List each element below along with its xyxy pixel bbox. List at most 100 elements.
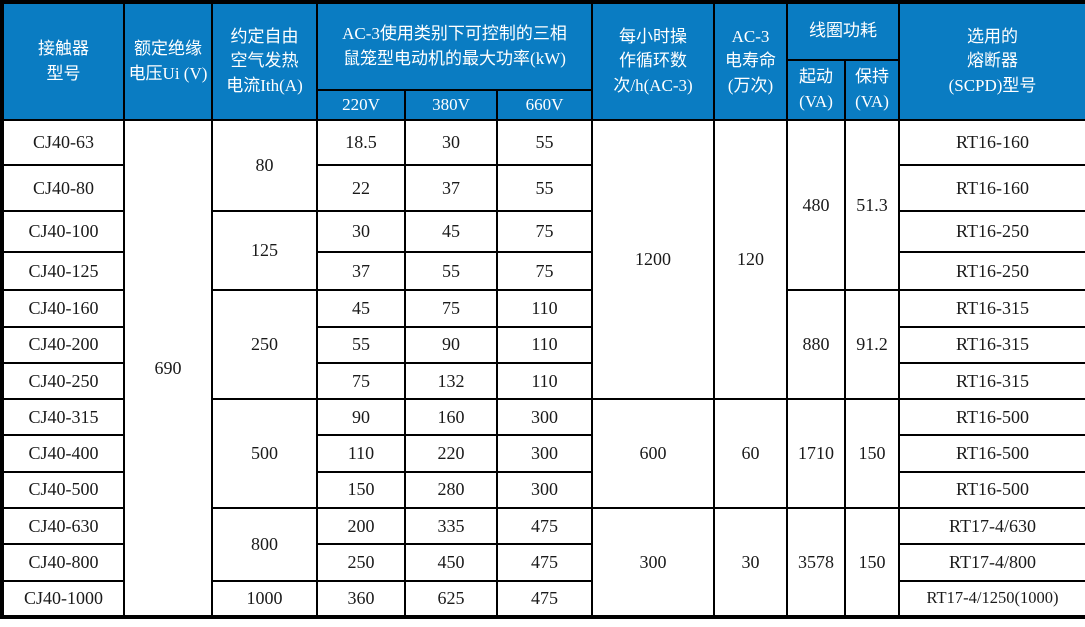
cell-p380: 45 xyxy=(404,209,498,254)
cell-model: CJ40-125 xyxy=(1,251,125,292)
cell-scpd: RT17-4/800 xyxy=(898,543,1085,582)
cell-cycles: 600 xyxy=(591,398,716,510)
cell-p660: 75 xyxy=(495,251,594,292)
cell-model: CJ40-1000 xyxy=(1,579,125,619)
header-coil-start-va: 起动 (VA) xyxy=(786,59,847,121)
cell-model: CJ40-200 xyxy=(1,325,125,364)
cell-scpd: RT16-500 xyxy=(898,470,1085,510)
header-fuse-scpd-model: 选用的 熔断器 (SCPD)型号 xyxy=(898,1,1085,121)
cell-scpd: RT16-500 xyxy=(898,398,1085,437)
cell-scpd: RT17-4/1250(1000) xyxy=(898,579,1085,619)
cell-p380: 30 xyxy=(404,118,498,167)
cell-scpd: RT16-315 xyxy=(898,325,1085,364)
cell-start-va: 3578 xyxy=(786,507,847,618)
table-row: CJ40-125 37 55 75 RT16-250 xyxy=(1,251,1085,292)
table-row: CJ40-315 500 90 160 300 600 60 1710 150 … xyxy=(1,398,1085,510)
cell-start-va: 1710 xyxy=(786,398,847,510)
cell-p380: 450 xyxy=(404,543,498,582)
cell-p220: 37 xyxy=(316,251,406,292)
table-row: CJ40-160 250 45 75 110 880 91.2 RT16-315 xyxy=(1,289,1085,401)
cell-model: CJ40-630 xyxy=(1,507,125,546)
table-row: CJ40-1000 1000 360 625 475 RT17-4/1250(1… xyxy=(1,579,1085,619)
cell-p380: 55 xyxy=(404,251,498,292)
cell-p660: 300 xyxy=(495,434,594,473)
cell-hold-va: 150 xyxy=(844,398,901,510)
cell-p660: 55 xyxy=(495,118,594,167)
cell-hold-va: 150 xyxy=(844,507,901,618)
cell-hold-va: 51.3 xyxy=(844,118,901,292)
cell-scpd: RT16-500 xyxy=(898,434,1085,473)
cell-p380: 335 xyxy=(404,507,498,546)
cell-p660: 110 xyxy=(495,361,594,401)
cell-p660: 300 xyxy=(495,398,594,437)
cell-ith: 125 xyxy=(211,209,318,292)
cell-start-va: 480 xyxy=(786,118,847,292)
cell-p380: 625 xyxy=(404,579,498,619)
cell-model: CJ40-100 xyxy=(1,209,125,254)
cell-p380: 90 xyxy=(404,325,498,364)
cell-ui: 690 xyxy=(123,119,213,618)
cell-p660: 300 xyxy=(495,470,594,510)
table-row: CJ40-800 250 450 475 RT17-4/800 xyxy=(1,543,1085,582)
cell-ith: 1000 xyxy=(211,579,318,619)
header-coil-power-group: 线圈功耗 xyxy=(786,1,901,61)
cell-model: CJ40-160 xyxy=(1,289,125,328)
cell-p380: 160 xyxy=(404,398,498,437)
cell-p220: 45 xyxy=(316,289,406,328)
cell-p220: 90 xyxy=(316,398,406,437)
cell-p660: 475 xyxy=(495,507,594,546)
cell-ith: 500 xyxy=(211,398,318,510)
cell-model: CJ40-500 xyxy=(1,470,125,510)
cell-start-va: 880 xyxy=(786,289,847,401)
cell-p220: 360 xyxy=(316,579,406,619)
cell-p220: 75 xyxy=(316,361,406,401)
cell-p220: 22 xyxy=(316,164,406,212)
table-row: CJ40-100 125 30 45 75 RT16-250 xyxy=(1,209,1085,292)
header-thermal-current: 约定自由 空气发热 电流Ith(A) xyxy=(211,1,318,121)
cell-p380: 132 xyxy=(404,361,498,401)
cell-scpd: RT16-315 xyxy=(898,361,1085,401)
header-660v: 660V xyxy=(495,89,594,121)
header-coil-hold-va: 保持 (VA) xyxy=(844,59,901,121)
header-380v: 380V xyxy=(404,89,498,121)
cell-p220: 18.5 xyxy=(316,118,406,167)
cell-scpd: RT16-160 xyxy=(898,118,1085,167)
table-row: CJ40-80 22 37 55 RT16-160 xyxy=(1,164,1085,212)
header-ac3-max-power-group: AC-3使用类别下可控制的三相 鼠笼型电动机的最大功率(kW) xyxy=(315,1,594,91)
header-row-2: 起动 (VA) 保持 (VA) xyxy=(2,59,1085,121)
cell-p660: 75 xyxy=(495,209,594,254)
cell-p380: 37 xyxy=(404,164,498,212)
cell-life: 60 xyxy=(713,398,789,510)
cell-life: 30 xyxy=(713,507,789,618)
header-electrical-life: AC-3 电寿命 (万次) xyxy=(713,1,789,121)
cell-scpd: RT17-4/630 xyxy=(898,507,1085,546)
cell-ith: 800 xyxy=(211,507,318,582)
cell-p380: 280 xyxy=(404,470,498,510)
cell-model: CJ40-63 xyxy=(1,118,125,167)
cell-p660: 475 xyxy=(495,579,594,619)
cell-model: CJ40-400 xyxy=(1,434,125,473)
table-row: CJ40-63 690 80 18.5 30 55 1200 120 480 5… xyxy=(1,118,1085,618)
cell-p220: 110 xyxy=(316,434,406,473)
header-rated-insulation-voltage: 额定绝缘 电压Ui (V) xyxy=(123,1,213,121)
cell-p220: 150 xyxy=(316,470,406,510)
cell-cycles: 300 xyxy=(591,507,716,618)
cell-p380: 220 xyxy=(404,434,498,473)
cell-p660: 110 xyxy=(495,289,594,328)
cell-p380: 75 xyxy=(404,289,498,328)
cell-scpd: RT16-250 xyxy=(898,209,1085,254)
cell-ith: 250 xyxy=(211,289,318,401)
cell-model: CJ40-80 xyxy=(1,164,125,212)
cell-p660: 475 xyxy=(495,543,594,582)
cell-life: 120 xyxy=(713,118,789,401)
header-contactor-model: 接触器 型号 xyxy=(1,1,125,121)
table-header: 接触器 型号 额定绝缘 电压Ui (V) 约定自由 空气发热 电流Ith(A) … xyxy=(1,1,1085,121)
cell-model: CJ40-250 xyxy=(1,361,125,401)
cell-scpd: RT16-315 xyxy=(898,289,1085,328)
cell-p220: 30 xyxy=(316,209,406,254)
cell-ith: 80 xyxy=(211,119,318,212)
table-body: CJ40-63 690 80 18.5 30 55 1200 120 480 5… xyxy=(1,118,1085,619)
header-row-1: 接触器 型号 额定绝缘 电压Ui (V) 约定自由 空气发热 电流Ith(A) … xyxy=(1,1,1085,121)
